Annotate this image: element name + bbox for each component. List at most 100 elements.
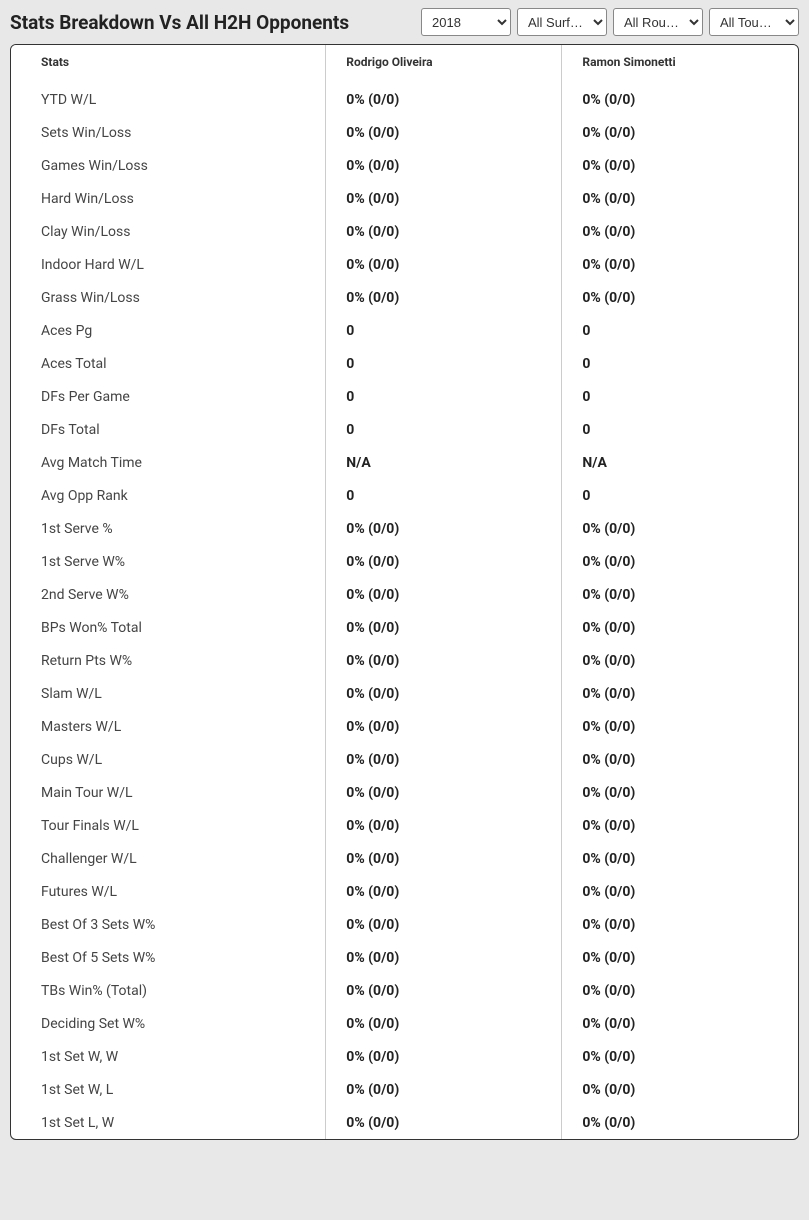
stat-player2-value: 0: [562, 414, 798, 447]
stat-player1-value: N/A: [326, 447, 562, 480]
stat-player1-value: 0% (0/0): [326, 1041, 562, 1074]
stat-player2-value: 0% (0/0): [562, 80, 798, 117]
table-row: 1st Serve %0% (0/0)0% (0/0): [11, 513, 798, 546]
stat-player2-value: 0% (0/0): [562, 117, 798, 150]
column-header-player1: Rodrigo Oliveira: [326, 45, 562, 80]
header-bar: Stats Breakdown Vs All H2H Opponents 201…: [0, 0, 809, 44]
page-title: Stats Breakdown Vs All H2H Opponents: [10, 11, 349, 34]
stat-player2-value: 0% (0/0): [562, 711, 798, 744]
stat-player1-value: 0: [326, 381, 562, 414]
stat-player2-value: N/A: [562, 447, 798, 480]
stat-label: Masters W/L: [11, 711, 326, 744]
table-row: Hard Win/Loss0% (0/0)0% (0/0): [11, 183, 798, 216]
stat-label: DFs Total: [11, 414, 326, 447]
stat-label: DFs Per Game: [11, 381, 326, 414]
table-row: Tour Finals W/L0% (0/0)0% (0/0): [11, 810, 798, 843]
table-row: Indoor Hard W/L0% (0/0)0% (0/0): [11, 249, 798, 282]
stat-label: Slam W/L: [11, 678, 326, 711]
table-row: 1st Set L, W0% (0/0)0% (0/0): [11, 1107, 798, 1140]
stat-label: 1st Serve %: [11, 513, 326, 546]
stat-player2-value: 0% (0/0): [562, 1074, 798, 1107]
table-row: 2nd Serve W%0% (0/0)0% (0/0): [11, 579, 798, 612]
table-row: YTD W/L0% (0/0)0% (0/0): [11, 80, 798, 117]
stat-label: Indoor Hard W/L: [11, 249, 326, 282]
stat-player1-value: 0% (0/0): [326, 975, 562, 1008]
table-row: Deciding Set W%0% (0/0)0% (0/0): [11, 1008, 798, 1041]
stat-label: BPs Won% Total: [11, 612, 326, 645]
stat-player1-value: 0% (0/0): [326, 876, 562, 909]
stats-table-body: YTD W/L0% (0/0)0% (0/0)Sets Win/Loss0% (…: [11, 80, 798, 1140]
stat-label: Clay Win/Loss: [11, 216, 326, 249]
stat-player1-value: 0: [326, 414, 562, 447]
stat-player1-value: 0% (0/0): [326, 810, 562, 843]
stat-player2-value: 0% (0/0): [562, 513, 798, 546]
stat-player1-value: 0% (0/0): [326, 744, 562, 777]
stat-player2-value: 0% (0/0): [562, 975, 798, 1008]
stat-label: YTD W/L: [11, 80, 326, 117]
stat-player1-value: 0: [326, 480, 562, 513]
stat-player1-value: 0% (0/0): [326, 1074, 562, 1107]
stat-player1-value: 0% (0/0): [326, 909, 562, 942]
stat-player1-value: 0% (0/0): [326, 612, 562, 645]
table-row: Grass Win/Loss0% (0/0)0% (0/0): [11, 282, 798, 315]
table-row: Avg Opp Rank00: [11, 480, 798, 513]
table-row: 1st Serve W%0% (0/0)0% (0/0): [11, 546, 798, 579]
stat-label: Tour Finals W/L: [11, 810, 326, 843]
table-row: Best Of 3 Sets W%0% (0/0)0% (0/0): [11, 909, 798, 942]
stats-table-container: Stats Rodrigo Oliveira Ramon Simonetti Y…: [10, 44, 799, 1140]
stat-label: Cups W/L: [11, 744, 326, 777]
stat-player2-value: 0% (0/0): [562, 150, 798, 183]
stat-player2-value: 0: [562, 381, 798, 414]
table-row: Slam W/L0% (0/0)0% (0/0): [11, 678, 798, 711]
stat-label: Challenger W/L: [11, 843, 326, 876]
stat-player1-value: 0: [326, 315, 562, 348]
stat-player1-value: 0% (0/0): [326, 546, 562, 579]
stat-player2-value: 0% (0/0): [562, 612, 798, 645]
stat-label: Grass Win/Loss: [11, 282, 326, 315]
stat-player2-value: 0% (0/0): [562, 777, 798, 810]
stat-label: 2nd Serve W%: [11, 579, 326, 612]
table-row: Cups W/L0% (0/0)0% (0/0): [11, 744, 798, 777]
table-row: Avg Match TimeN/AN/A: [11, 447, 798, 480]
stat-label: 1st Serve W%: [11, 546, 326, 579]
stat-player2-value: 0% (0/0): [562, 579, 798, 612]
stat-label: Best Of 5 Sets W%: [11, 942, 326, 975]
stat-player1-value: 0% (0/0): [326, 645, 562, 678]
stat-label: TBs Win% (Total): [11, 975, 326, 1008]
stat-player2-value: 0% (0/0): [562, 546, 798, 579]
table-row: Games Win/Loss0% (0/0)0% (0/0): [11, 150, 798, 183]
stat-player1-value: 0: [326, 348, 562, 381]
stat-player2-value: 0% (0/0): [562, 645, 798, 678]
stat-player2-value: 0% (0/0): [562, 249, 798, 282]
stat-player1-value: 0% (0/0): [326, 678, 562, 711]
surface-select[interactable]: All Surf…: [517, 8, 607, 36]
stat-player1-value: 0% (0/0): [326, 513, 562, 546]
stat-player2-value: 0% (0/0): [562, 1041, 798, 1074]
stat-player2-value: 0% (0/0): [562, 216, 798, 249]
stat-label: 1st Set W, L: [11, 1074, 326, 1107]
table-row: Return Pts W%0% (0/0)0% (0/0): [11, 645, 798, 678]
stat-player2-value: 0: [562, 480, 798, 513]
table-row: Futures W/L0% (0/0)0% (0/0): [11, 876, 798, 909]
table-row: Main Tour W/L0% (0/0)0% (0/0): [11, 777, 798, 810]
table-row: TBs Win% (Total)0% (0/0)0% (0/0): [11, 975, 798, 1008]
stat-player1-value: 0% (0/0): [326, 843, 562, 876]
stat-label: Hard Win/Loss: [11, 183, 326, 216]
column-header-player2: Ramon Simonetti: [562, 45, 798, 80]
table-row: Masters W/L0% (0/0)0% (0/0): [11, 711, 798, 744]
stat-player1-value: 0% (0/0): [326, 117, 562, 150]
stat-label: Games Win/Loss: [11, 150, 326, 183]
stat-player2-value: 0% (0/0): [562, 942, 798, 975]
stat-label: 1st Set L, W: [11, 1107, 326, 1140]
year-select[interactable]: 2018: [421, 8, 511, 36]
round-select[interactable]: All Rou…: [613, 8, 703, 36]
stat-player1-value: 0% (0/0): [326, 216, 562, 249]
table-row: DFs Total00: [11, 414, 798, 447]
filters-container: 2018 All Surf… All Rou… All Tour…: [421, 8, 799, 36]
stat-label: Sets Win/Loss: [11, 117, 326, 150]
stat-player2-value: 0% (0/0): [562, 876, 798, 909]
stat-player2-value: 0% (0/0): [562, 810, 798, 843]
stats-table: Stats Rodrigo Oliveira Ramon Simonetti Y…: [11, 45, 798, 1139]
table-row: DFs Per Game00: [11, 381, 798, 414]
tour-select[interactable]: All Tour…: [709, 8, 799, 36]
